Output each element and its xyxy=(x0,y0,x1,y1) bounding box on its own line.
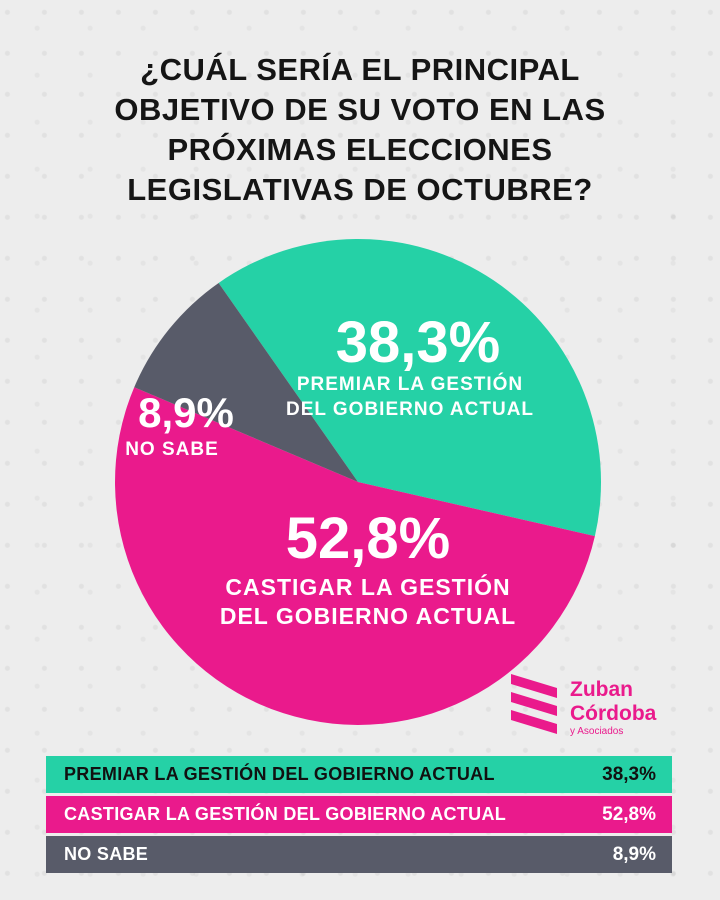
slice-percent-no-sabe: 8,9% xyxy=(138,389,234,436)
slice-percent-premiar: 38,3% xyxy=(336,310,500,375)
slice-percent-castigar: 52,8% xyxy=(286,506,450,571)
title-line: ¿CUÁL SERÍA EL PRINCIPAL xyxy=(140,52,580,87)
page-title: ¿CUÁL SERÍA EL PRINCIPAL OBJETIVO DE SU … xyxy=(0,50,720,210)
row-value: 52,8% xyxy=(602,803,656,825)
title-line: PRÓXIMAS ELECCIONES xyxy=(167,132,553,167)
brand-logo: Zuban Córdoba y Asociados xyxy=(505,672,665,742)
row-label: NO SABE xyxy=(64,844,149,864)
logo-stripes-icon xyxy=(511,674,557,734)
slice-label-castigar: DEL GOBIERNO ACTUAL xyxy=(220,603,516,629)
row-value: 38,3% xyxy=(602,763,656,785)
row-label: PREMIAR LA GESTIÓN DEL GOBIERNO ACTUAL xyxy=(64,764,495,784)
slice-label-no-sabe: NO SABE xyxy=(125,439,219,460)
title-line: OBJETIVO DE SU VOTO EN LAS xyxy=(114,92,606,127)
pie-slice-castigar xyxy=(115,387,595,725)
slice-label-premiar: DEL GOBIERNO ACTUAL xyxy=(286,399,534,420)
title-line: LEGISLATIVAS DE OCTUBRE? xyxy=(127,172,593,207)
row-value: 8,9% xyxy=(612,843,656,865)
row-label: CASTIGAR LA GESTIÓN DEL GOBIERNO ACTUAL xyxy=(64,804,507,824)
logo-name-line: Córdoba xyxy=(570,702,657,725)
results-table: PREMIAR LA GESTIÓN DEL GOBIERNO ACTUAL 3… xyxy=(46,756,672,876)
logo-subtitle: y Asociados xyxy=(570,726,624,737)
logo-name: Zuban Córdoba xyxy=(570,678,656,726)
slice-label-premiar: PREMIAR LA GESTIÓN xyxy=(297,373,523,395)
pie-slice-no-sabe xyxy=(134,282,358,482)
table-row: NO SABE 8,9% xyxy=(46,836,672,873)
pie-slice-premiar xyxy=(218,238,602,537)
table-row: CASTIGAR LA GESTIÓN DEL GOBIERNO ACTUAL … xyxy=(46,796,672,833)
slice-label-castigar: CASTIGAR LA GESTIÓN xyxy=(225,573,510,600)
logo-name-line: Zuban xyxy=(570,678,633,701)
table-row: PREMIAR LA GESTIÓN DEL GOBIERNO ACTUAL 3… xyxy=(46,756,672,793)
